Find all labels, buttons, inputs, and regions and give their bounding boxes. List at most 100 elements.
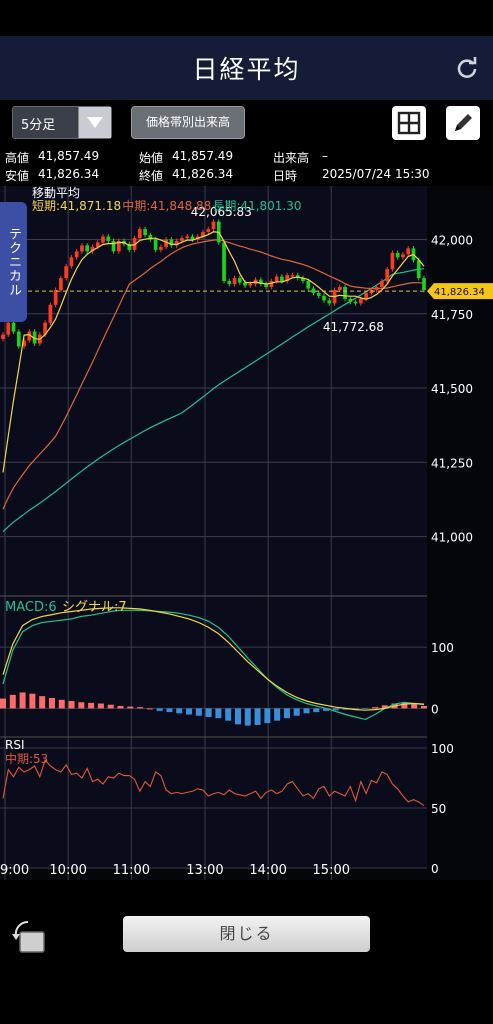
candle — [1, 334, 5, 340]
candle — [243, 282, 247, 286]
candle — [280, 276, 284, 282]
candle — [343, 287, 347, 299]
candle — [390, 252, 395, 270]
technical-tab[interactable]: テクニカル — [0, 202, 27, 322]
candle — [259, 279, 263, 285]
x-axis-label: 11:00 — [113, 863, 150, 878]
candle — [290, 275, 295, 277]
candle — [380, 281, 384, 288]
candle — [16, 331, 21, 347]
low-annotation: 41,772.68 — [323, 320, 384, 334]
candle — [401, 254, 405, 258]
candle — [353, 301, 358, 304]
candle — [232, 278, 237, 285]
candle — [111, 240, 116, 252]
long-ma-line — [2, 268, 425, 533]
macd-tick-label: 100 — [431, 641, 454, 655]
candle — [148, 235, 153, 240]
macd-histogram-bar — [205, 708, 212, 717]
macd-histogram-bar — [332, 708, 339, 711]
candle — [116, 240, 121, 252]
macd-histogram-bar — [283, 708, 290, 719]
low-label: 安値 — [5, 169, 30, 183]
macd-histogram-bar — [68, 701, 75, 709]
macd-histogram-bar — [97, 703, 104, 709]
close-button[interactable]: 閉じる — [123, 916, 370, 952]
candle — [174, 240, 179, 246]
draw-button[interactable] — [446, 106, 480, 140]
macd-histogram-bar — [421, 705, 427, 709]
candle — [22, 340, 26, 347]
chevron-down-icon[interactable] — [78, 107, 111, 138]
macd-histogram-bar — [293, 708, 300, 716]
macd-histogram-bar — [127, 706, 134, 709]
current-price-marker — [427, 283, 493, 300]
macd-histogram-bar — [107, 704, 114, 709]
candle — [11, 322, 16, 332]
macd-histogram-bar — [225, 708, 232, 721]
interval-select[interactable]: 5分足 — [12, 106, 112, 139]
macd-histogram-bar — [323, 708, 330, 711]
macd-histogram-bar — [215, 708, 222, 719]
macd-histogram-bar — [264, 708, 271, 724]
candle — [264, 284, 268, 288]
candle — [59, 278, 63, 290]
low-value: 41,826.34 — [38, 167, 100, 181]
macd-tick-label: 0 — [431, 702, 439, 716]
macd-histogram-bar — [401, 702, 408, 709]
x-axis-label: 10:00 — [49, 863, 86, 878]
macd-legend: MACD:6 — [5, 600, 57, 615]
candle — [190, 236, 195, 240]
candle — [159, 246, 163, 250]
macd-histogram-bar — [254, 708, 261, 725]
refresh-icon[interactable] — [455, 56, 479, 80]
candle — [90, 246, 95, 252]
candle — [69, 257, 74, 267]
ma-title: 移動平均 — [32, 186, 80, 200]
candle — [406, 248, 411, 255]
volume-by-price-button[interactable]: 価格帯別出来高 — [131, 106, 245, 139]
macd-histogram-bar — [186, 708, 193, 715]
macd-histogram-bar — [78, 702, 85, 709]
candle — [127, 243, 132, 250]
candle — [306, 281, 311, 289]
date-label: 日時 — [273, 169, 298, 183]
macd-histogram-bar — [58, 699, 65, 709]
candle — [316, 292, 321, 296]
macd-histogram-bar — [274, 708, 281, 721]
macd-histogram-bar — [117, 705, 124, 709]
price-tick-label: 41,750 — [431, 308, 473, 322]
plot-background — [0, 186, 427, 736]
macd-histogram-bar — [156, 708, 163, 711]
macd-histogram-bar — [381, 705, 388, 709]
price-tick-label: 41,250 — [431, 456, 473, 470]
x-axis-label: 13:00 — [186, 863, 223, 878]
candle — [327, 300, 332, 304]
current-price-label: 41,826.34 — [434, 287, 485, 298]
high-label: 高値 — [5, 151, 30, 165]
candle — [201, 232, 205, 237]
candle — [269, 281, 274, 288]
macd-histogram-bar — [29, 693, 36, 709]
candle — [285, 275, 290, 282]
ma-legend-item: 短期:41,871.18 — [32, 199, 121, 213]
pencil-icon — [455, 114, 472, 131]
rsi-tick-label: 0 — [431, 862, 439, 876]
macd-histogram-bar — [146, 708, 153, 710]
high-annotation: 42,065.83 — [191, 205, 252, 219]
candle — [395, 252, 400, 258]
macd-histogram-bar — [166, 708, 173, 713]
rotate-screen-icon[interactable] — [10, 918, 46, 954]
candle — [53, 289, 58, 305]
macd-histogram-bar — [303, 708, 310, 714]
candle — [164, 239, 168, 247]
page-title: 日経平均 — [192, 55, 301, 84]
candle — [311, 288, 316, 293]
chart-area[interactable]: 42,000 41,750 41,500 41,250 41,000 41,826.34 4… — [0, 186, 493, 880]
candle — [80, 245, 84, 252]
candle — [106, 236, 111, 241]
candle — [422, 278, 426, 290]
high-value: 41,857.49 — [38, 149, 100, 163]
layout-grid-button[interactable] — [392, 106, 426, 140]
candle — [132, 237, 137, 250]
